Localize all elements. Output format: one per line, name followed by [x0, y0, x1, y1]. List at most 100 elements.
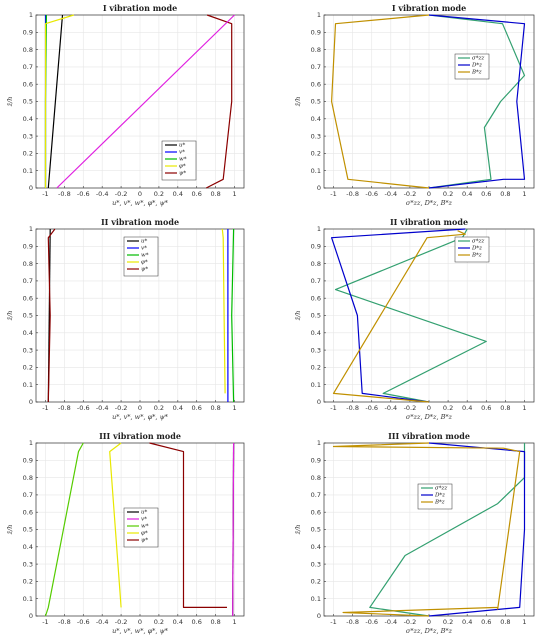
- legend-label: B*z: [471, 70, 482, 76]
- x-tick-label: -0.8: [58, 190, 71, 198]
- x-axis-label: u*, v*, w*, φ*, ψ*: [112, 627, 169, 635]
- x-tick-label: 1: [522, 618, 526, 626]
- legend-label: B*z: [471, 253, 482, 259]
- x-tick-label: 0.4: [173, 618, 183, 626]
- x-tick-label: 0: [138, 190, 142, 198]
- y-tick-label: 0.5: [23, 312, 33, 320]
- y-tick-label: 0.6: [311, 508, 321, 516]
- x-tick-label: 0: [138, 618, 142, 626]
- x-tick-label: -0.6: [365, 404, 378, 412]
- y-tick-label: 0.7: [23, 277, 33, 285]
- series-line-1: [428, 14, 526, 189]
- y-tick-label: 0: [317, 398, 321, 406]
- x-tick-label: -0.6: [365, 618, 378, 626]
- x-tick-label: -0.6: [77, 404, 90, 412]
- legend-label: D*z: [471, 246, 482, 252]
- x-axis-label: σ*zz, D*z, B*z: [406, 199, 453, 207]
- x-axis-label: σ*zz, D*z, B*z: [406, 627, 453, 635]
- y-tick-label: 0.9: [23, 243, 33, 251]
- y-tick-label: 0.3: [23, 560, 33, 568]
- x-axis-label: u*, v*, w*, φ*, ψ*: [112, 199, 169, 207]
- series-line-1: [334, 228, 487, 403]
- x-tick-label: 1: [232, 404, 236, 412]
- x-tick-label: -0.8: [346, 190, 359, 198]
- legend-label: u*: [141, 510, 148, 516]
- x-tick-label: 0: [138, 404, 142, 412]
- x-tick-label: -1: [330, 190, 336, 198]
- series-line-6: [56, 14, 235, 189]
- y-tick-label: 0.9: [311, 457, 321, 465]
- x-tick-label: -0.8: [346, 618, 359, 626]
- chart-title: II vibration mode: [101, 217, 179, 227]
- chart-title: I vibration mode: [103, 3, 177, 13]
- axes-box: [35, 442, 245, 617]
- legend-label: w*: [141, 524, 149, 530]
- y-tick-label: 0.3: [311, 132, 321, 140]
- axes-box: [35, 14, 245, 189]
- x-tick-label: 0.8: [210, 618, 220, 626]
- x-tick-label: -1: [330, 618, 336, 626]
- x-tick-label: -0.2: [115, 190, 128, 198]
- y-tick-label: 0.2: [23, 364, 33, 372]
- x-tick-label: -1: [330, 404, 336, 412]
- y-tick-label: 0.2: [311, 150, 321, 158]
- legend-label: B*z: [434, 500, 445, 506]
- x-tick-label: -0.8: [346, 404, 359, 412]
- x-axis-label: σ*zz, D*z, B*z: [406, 413, 453, 421]
- legend: u*v*w*φ*ψ*: [123, 507, 159, 548]
- x-tick-label: -0.2: [404, 618, 417, 626]
- y-tick-label: 0.4: [23, 115, 33, 123]
- y-tick-label: 1: [317, 225, 321, 233]
- y-tick-label: 0.9: [23, 29, 33, 37]
- y-tick-label: 0.4: [311, 115, 321, 123]
- legend-box: [417, 483, 453, 510]
- x-tick-label: 0.2: [443, 618, 453, 626]
- series-line-5: [149, 442, 227, 609]
- series-line-1: [47, 14, 64, 189]
- x-tick-label: 1: [522, 404, 526, 412]
- y-tick-label: 0.8: [23, 474, 33, 482]
- x-tick-label: 0.2: [154, 618, 164, 626]
- y-tick-label: 0.2: [311, 578, 321, 586]
- x-tick-label: -0.2: [404, 190, 417, 198]
- x-tick-label: 0.6: [192, 404, 202, 412]
- x-tick-label: -0.4: [384, 618, 397, 626]
- y-tick-label: 0.8: [23, 260, 33, 268]
- x-tick-label: -0.2: [404, 404, 417, 412]
- series-line-3: [331, 14, 430, 189]
- x-tick-label: -0.8: [58, 618, 71, 626]
- y-tick-label: 0.4: [311, 329, 321, 337]
- y-tick-label: 0.3: [23, 346, 33, 354]
- y-tick-label: 0.4: [23, 543, 33, 551]
- x-tick-label: -0.4: [96, 404, 109, 412]
- chart-panel-3: -1 -0.8 -0.6 -0.4 -0.2 0 0.2 0.4 0.6 0.8 1 0 0.1 0.2 0…: [6, 217, 245, 421]
- y-tick-label: 0.2: [23, 578, 33, 586]
- legend-label: u*: [141, 239, 148, 245]
- series-line-3: [44, 442, 84, 617]
- x-tick-label: 0.6: [481, 618, 491, 626]
- legend-label: v*: [179, 150, 185, 156]
- series-line-5: [205, 14, 233, 189]
- x-tick-label: -0.8: [58, 404, 71, 412]
- x-tick-label: -0.4: [96, 190, 109, 198]
- x-tick-label: 0: [427, 404, 431, 412]
- legend-label: ψ*: [141, 538, 148, 544]
- x-tick-label: -0.6: [77, 190, 90, 198]
- x-axis-label: u*, v*, w*, φ*, ψ*: [112, 413, 169, 421]
- y-tick-label: 0.9: [311, 243, 321, 251]
- y-tick-label: 0.8: [311, 474, 321, 482]
- legend-label: σ*zz: [472, 239, 484, 245]
- legend-label: v*: [141, 517, 147, 523]
- x-tick-label: 0: [427, 618, 431, 626]
- chart-panel-5: -1 -0.8 -0.6 -0.4 -0.2 0 0.2 0.4 0.6 0.8 1 0 0.1 0.2 0…: [6, 431, 245, 635]
- y-tick-label: 0: [29, 612, 33, 620]
- series-line-5: [47, 228, 56, 403]
- y-axis-label: z̄/h: [6, 525, 14, 536]
- y-tick-label: 0.5: [23, 98, 33, 106]
- x-tick-label: 0.2: [443, 190, 453, 198]
- x-tick-label: 0.2: [154, 404, 164, 412]
- x-tick-label: -0.4: [384, 190, 397, 198]
- legend: u*v*w*φ*ψ*: [123, 236, 159, 277]
- y-axis-label: z̄/h: [294, 97, 302, 108]
